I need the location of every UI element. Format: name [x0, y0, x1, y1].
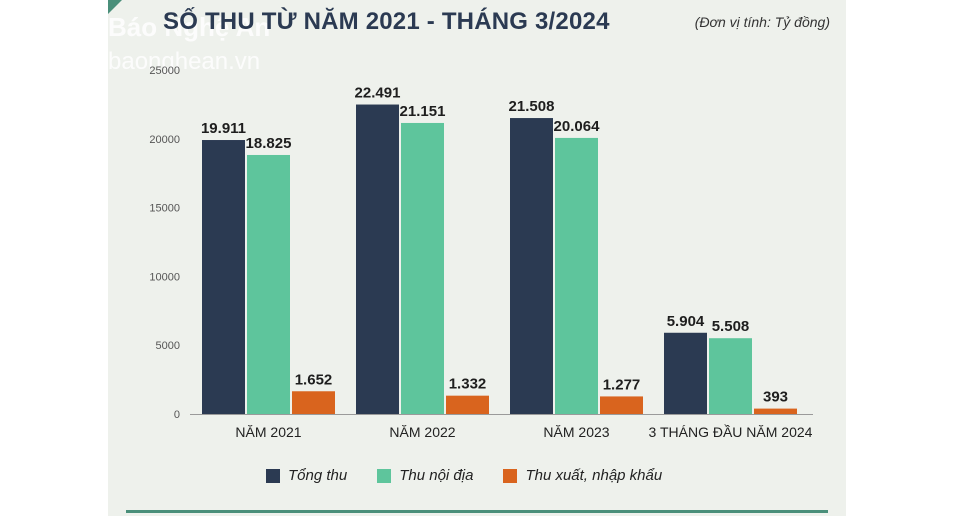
legend-item-thu-noi-dia: Thu nội địa: [377, 467, 473, 484]
data-label: 22.491: [355, 85, 401, 102]
data-label: 18.825: [246, 135, 292, 152]
data-label: 1.277: [603, 376, 641, 393]
legend-label-thu-xnk: Thu xuất, nhập khẩu: [525, 467, 663, 484]
legend: Tổng thu Thu nội địa Thu xuất, nhập khẩu: [266, 467, 662, 484]
bar: [600, 396, 643, 414]
legend-item-tong-thu: Tổng thu: [266, 467, 347, 484]
bar: [555, 137, 598, 414]
corner-accent: [108, 0, 122, 14]
chart-panel: Báo Nghệ An baonghean.vn SỐ THU TỪ NĂM 2…: [108, 0, 846, 516]
data-label: 5.508: [712, 318, 750, 335]
data-label: 21.151: [400, 103, 446, 120]
legend-swatch-thu-noi-dia: [377, 468, 392, 483]
watermark-logo: Báo Nghệ An baonghean.vn: [108, 10, 298, 80]
data-label: 5.904: [667, 313, 705, 330]
legend-label-thu-noi-dia: Thu nội địa: [399, 467, 474, 484]
bar: [754, 408, 797, 414]
unit-note: (Đơn vị tính: Tỷ đồng): [694, 14, 830, 30]
x-tick-label: NĂM 2023: [543, 424, 609, 440]
bar: [664, 332, 707, 414]
data-label: 19.911: [201, 120, 246, 137]
y-tick-label: 25000: [149, 65, 180, 77]
x-tick-label: NĂM 2021: [235, 424, 301, 440]
y-tick-label: 10000: [149, 271, 180, 283]
bar: [356, 104, 399, 415]
x-tick-label: 3 THÁNG ĐẦU NĂM 2024: [649, 424, 813, 440]
y-tick-label: 0: [174, 409, 180, 421]
chart-title: SỐ THU TỪ NĂM 2021 - THÁNG 3/2024: [163, 8, 610, 35]
data-label: 21.508: [509, 98, 555, 115]
bar: [202, 140, 245, 414]
legend-label-tong-thu: Tổng thu: [288, 467, 348, 484]
legend-item-thu-xnk: Thu xuất, nhập khẩu: [503, 467, 662, 484]
bar: [709, 338, 752, 414]
y-tick-label: 5000: [156, 340, 180, 352]
y-tick-label: 15000: [149, 203, 180, 215]
bar: [292, 391, 335, 414]
bar: [510, 118, 553, 414]
data-label: 20.064: [554, 118, 601, 135]
watermark-name: Báo Nghệ An: [108, 12, 271, 42]
watermark-site: baonghean.vn: [108, 48, 261, 75]
bar: [247, 154, 290, 414]
legend-swatch-thu-xnk: [503, 468, 518, 483]
data-label: 393: [763, 389, 788, 406]
data-label: 1.332: [449, 376, 487, 393]
data-label: 1.652: [295, 371, 333, 388]
y-tick-label: 20000: [149, 134, 180, 146]
bottom-rule: [126, 510, 828, 513]
bar: [401, 122, 444, 414]
legend-swatch-tong-thu: [266, 468, 280, 483]
bar: [446, 395, 489, 414]
x-tick-label: NĂM 2022: [389, 424, 455, 440]
